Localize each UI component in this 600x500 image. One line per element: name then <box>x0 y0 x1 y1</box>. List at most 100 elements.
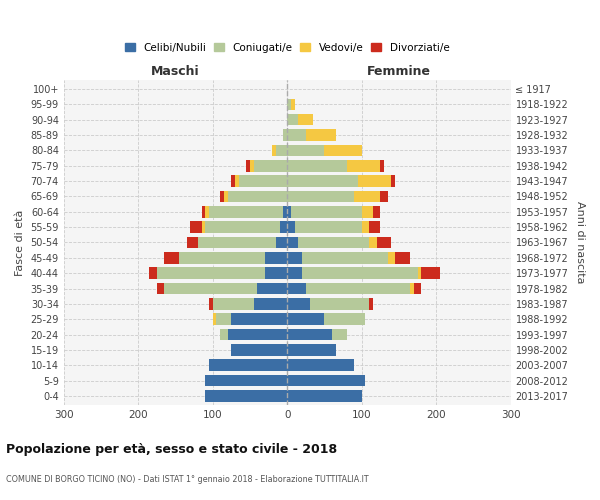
Bar <box>205 390 287 402</box>
Bar <box>220 190 287 202</box>
Bar <box>287 283 306 294</box>
Bar <box>287 144 362 156</box>
Bar <box>205 390 287 402</box>
Y-axis label: Fasce di età: Fasce di età <box>15 210 25 276</box>
Y-axis label: Anni di nascita: Anni di nascita <box>575 201 585 283</box>
Bar <box>209 360 287 371</box>
Bar <box>287 190 380 202</box>
Bar <box>287 298 310 310</box>
Bar <box>213 298 287 310</box>
Bar <box>257 283 287 294</box>
Bar <box>287 252 395 264</box>
Bar <box>287 344 335 356</box>
Bar <box>287 344 335 356</box>
Bar <box>205 375 287 386</box>
Bar <box>157 283 287 294</box>
Bar <box>287 114 313 126</box>
Bar <box>287 375 365 386</box>
Bar <box>283 130 287 141</box>
Bar <box>287 236 369 248</box>
Bar <box>254 298 287 310</box>
Bar <box>232 344 287 356</box>
Bar <box>205 375 287 386</box>
Bar <box>287 329 347 340</box>
Bar <box>164 252 287 264</box>
Bar <box>250 160 287 172</box>
Bar <box>287 176 358 187</box>
Bar <box>287 298 373 310</box>
Bar <box>287 298 369 310</box>
Bar <box>287 222 369 233</box>
Bar <box>272 144 287 156</box>
Bar <box>287 314 325 325</box>
Bar <box>179 252 287 264</box>
Bar <box>287 344 335 356</box>
Text: Femmine: Femmine <box>367 64 431 78</box>
Bar <box>287 252 302 264</box>
Bar <box>287 98 291 110</box>
Bar <box>287 222 295 233</box>
Bar <box>213 314 287 325</box>
Bar <box>287 98 295 110</box>
Legend: Celibi/Nubili, Coniugati/e, Vedovi/e, Divorziati/e: Celibi/Nubili, Coniugati/e, Vedovi/e, Di… <box>125 43 449 53</box>
Bar <box>280 222 287 233</box>
Bar <box>287 268 302 279</box>
Bar <box>287 329 332 340</box>
Bar <box>283 206 287 218</box>
Bar <box>287 283 414 294</box>
Bar <box>220 329 287 340</box>
Bar <box>287 160 347 172</box>
Bar <box>232 176 287 187</box>
Bar <box>287 314 365 325</box>
Bar <box>227 190 287 202</box>
Bar <box>265 252 287 264</box>
Bar <box>232 344 287 356</box>
Bar <box>287 144 362 156</box>
Bar <box>272 144 287 156</box>
Bar <box>205 390 287 402</box>
Bar <box>220 329 287 340</box>
Bar <box>287 375 365 386</box>
Bar <box>213 314 287 325</box>
Bar <box>287 130 306 141</box>
Bar <box>287 114 298 126</box>
Bar <box>254 160 287 172</box>
Bar <box>283 130 287 141</box>
Bar <box>239 176 287 187</box>
Bar <box>202 222 287 233</box>
Bar <box>205 375 287 386</box>
Bar <box>224 190 287 202</box>
Bar <box>287 206 373 218</box>
Bar <box>287 114 313 126</box>
Bar <box>276 144 287 156</box>
Bar <box>287 130 335 141</box>
Bar <box>287 130 335 141</box>
Bar <box>287 314 365 325</box>
Bar <box>187 236 287 248</box>
Bar <box>283 130 287 141</box>
Bar <box>227 329 287 340</box>
Text: COMUNE DI BORGO TICINO (NO) - Dati ISTAT 1° gennaio 2018 - Elaborazione TUTTITAL: COMUNE DI BORGO TICINO (NO) - Dati ISTAT… <box>6 476 368 484</box>
Bar <box>287 190 354 202</box>
Bar <box>287 360 354 371</box>
Bar <box>213 298 287 310</box>
Bar <box>205 206 287 218</box>
Bar <box>220 329 287 340</box>
Bar <box>205 375 287 386</box>
Bar <box>287 236 377 248</box>
Bar <box>287 283 410 294</box>
Bar <box>179 252 287 264</box>
Bar <box>287 160 380 172</box>
Bar <box>287 314 365 325</box>
Bar <box>232 314 287 325</box>
Bar <box>287 390 362 402</box>
Bar <box>149 268 287 279</box>
Bar <box>287 344 335 356</box>
Bar <box>287 98 295 110</box>
Bar <box>209 360 287 371</box>
Bar <box>287 176 395 187</box>
Bar <box>157 268 287 279</box>
Text: Maschi: Maschi <box>151 64 200 78</box>
Bar <box>265 268 287 279</box>
Bar <box>209 360 287 371</box>
